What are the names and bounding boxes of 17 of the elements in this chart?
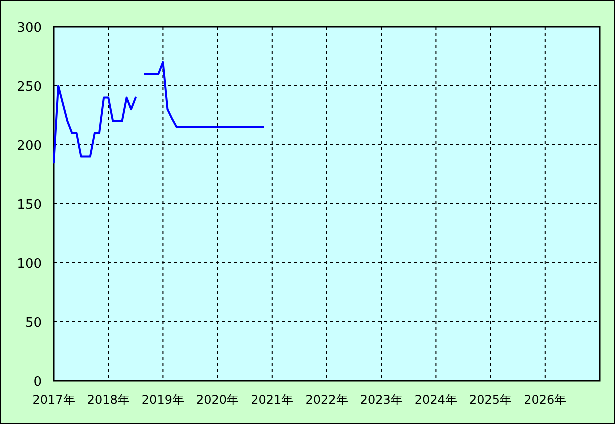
- y-tick-label: 150: [17, 198, 42, 213]
- y-tick-label: 100: [17, 257, 42, 272]
- x-tick-label: 2017年: [32, 393, 76, 407]
- x-tick-label: 2018年: [87, 393, 130, 407]
- x-tick-label: 2021年: [251, 393, 294, 407]
- x-tick-label: 2024年: [414, 393, 458, 407]
- x-tick-label: 2026年: [524, 393, 567, 407]
- y-tick-label: 300: [17, 21, 42, 36]
- y-tick-label: 250: [17, 80, 42, 95]
- x-tick-label: 2025年: [470, 393, 512, 407]
- x-tick-label: 2023年: [360, 393, 403, 407]
- x-tick-label: 2020年: [196, 393, 240, 407]
- y-tick-label: 0: [34, 375, 42, 390]
- x-tick-label: 2019年: [142, 393, 184, 407]
- y-tick-label: 200: [17, 139, 42, 154]
- x-tick-label: 2022年: [306, 393, 348, 407]
- y-tick-label: 50: [25, 316, 42, 331]
